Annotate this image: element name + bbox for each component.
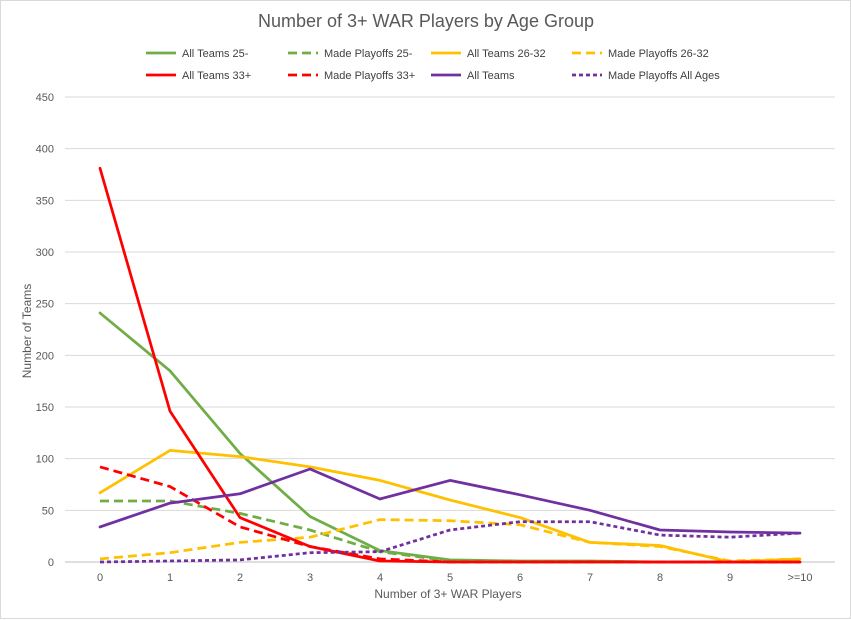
x-tick-label: 2 <box>237 572 243 584</box>
x-tick-label: 6 <box>517 572 523 584</box>
y-tick-label: 200 <box>36 350 54 362</box>
legend-label: Made Playoffs 25- <box>324 48 413 60</box>
x-tick-label: 3 <box>307 572 313 584</box>
y-tick-label: 250 <box>36 299 54 311</box>
x-tick-label: 5 <box>447 572 453 584</box>
legend-label: All Teams 26-32 <box>467 48 546 60</box>
x-axis-title: Number of 3+ WAR Players <box>374 587 521 601</box>
series-lines <box>98 166 802 564</box>
legend-label: All Teams 25- <box>182 48 249 60</box>
series-line <box>99 465 800 564</box>
legend-label: All Teams 33+ <box>182 70 251 82</box>
y-tick-label: 450 <box>36 92 54 104</box>
x-tick-label: 7 <box>587 572 593 584</box>
series-line <box>98 311 802 564</box>
legend-label: Made Playoffs All Ages <box>608 70 720 82</box>
y-tick-label: 300 <box>36 247 54 259</box>
legend-label: All Teams <box>467 70 515 82</box>
x-tick-label: 0 <box>97 572 103 584</box>
chart-title: Number of 3+ WAR Players by Age Group <box>258 11 594 31</box>
y-tick-label: 100 <box>36 454 54 466</box>
series-line <box>98 467 802 535</box>
x-tick-label: 4 <box>377 572 383 584</box>
x-tick-label: 8 <box>657 572 663 584</box>
legend: All Teams 25- Made Playoffs 25- All Teams … <box>146 48 720 82</box>
x-tick-labels: 0 1 2 3 4 5 6 7 8 9 >=10 <box>97 572 813 584</box>
series-line <box>99 518 801 563</box>
y-axis-title: Number of Teams <box>20 284 34 378</box>
y-tick-label: 350 <box>36 195 54 207</box>
x-tick-label: 1 <box>167 572 173 584</box>
y-tick-label: 400 <box>36 144 54 156</box>
legend-label: Made Playoffs 26-32 <box>608 48 709 60</box>
x-tick-label: 9 <box>727 572 733 584</box>
y-tick-label: 0 <box>48 557 54 569</box>
y-tick-labels: 0 50 100 150 200 250 300 350 400 450 <box>36 92 54 569</box>
y-tick-label: 50 <box>42 505 54 517</box>
x-tick-label: >=10 <box>787 572 812 584</box>
legend-label: Made Playoffs 33+ <box>324 70 415 82</box>
y-tick-label: 150 <box>36 402 54 414</box>
gridlines <box>65 96 835 563</box>
series-line <box>99 520 801 564</box>
series-line <box>98 166 802 564</box>
